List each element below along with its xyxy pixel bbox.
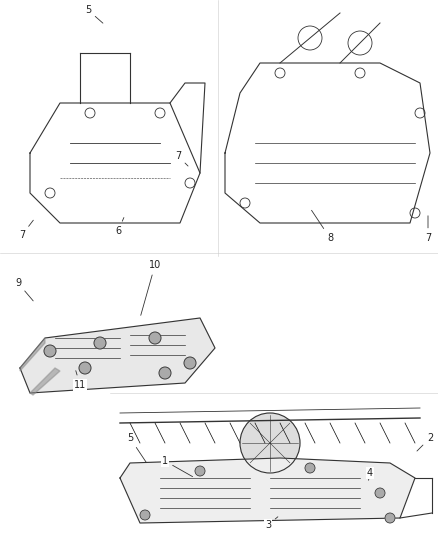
Text: 11: 11 bbox=[74, 370, 86, 390]
Text: 7: 7 bbox=[19, 220, 33, 240]
Circle shape bbox=[149, 332, 161, 344]
Polygon shape bbox=[30, 368, 60, 395]
Polygon shape bbox=[20, 338, 45, 371]
Polygon shape bbox=[20, 318, 215, 393]
Text: 7: 7 bbox=[425, 216, 431, 243]
Circle shape bbox=[79, 362, 91, 374]
Text: 1: 1 bbox=[162, 456, 193, 477]
Text: 4: 4 bbox=[367, 468, 373, 480]
Circle shape bbox=[195, 466, 205, 476]
Circle shape bbox=[159, 367, 171, 379]
Circle shape bbox=[305, 463, 315, 473]
Circle shape bbox=[44, 345, 56, 357]
Text: 6: 6 bbox=[115, 217, 124, 236]
Text: 5: 5 bbox=[127, 433, 146, 463]
Circle shape bbox=[94, 337, 106, 349]
Text: 2: 2 bbox=[417, 433, 433, 451]
Circle shape bbox=[385, 513, 395, 523]
Text: 5: 5 bbox=[85, 5, 103, 23]
Circle shape bbox=[240, 413, 300, 473]
Text: 8: 8 bbox=[311, 211, 333, 243]
Text: 3: 3 bbox=[265, 517, 278, 530]
Polygon shape bbox=[120, 458, 415, 523]
Text: 10: 10 bbox=[141, 260, 161, 316]
Circle shape bbox=[184, 357, 196, 369]
Circle shape bbox=[375, 488, 385, 498]
Text: 7: 7 bbox=[175, 151, 188, 166]
Circle shape bbox=[140, 510, 150, 520]
Text: 9: 9 bbox=[15, 278, 33, 301]
